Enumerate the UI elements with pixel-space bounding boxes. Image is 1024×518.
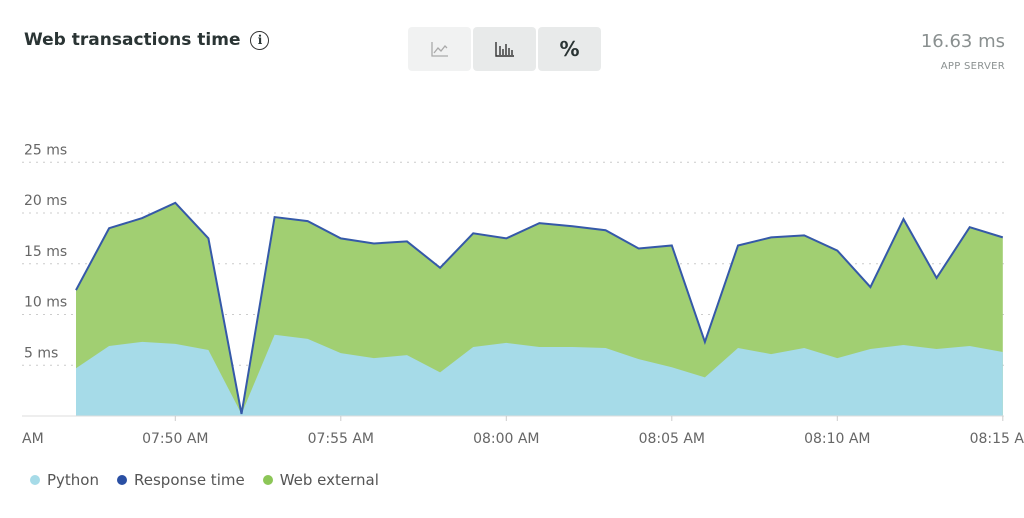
info-icon[interactable]: i	[250, 30, 270, 50]
legend-label: Python	[47, 471, 99, 489]
x-tick-label: AM	[22, 431, 44, 447]
legend-label: Web external	[279, 471, 379, 489]
x-tick-label: 07:50 AM	[142, 431, 208, 447]
y-tick-label: 5 ms	[24, 345, 58, 361]
y-tick-label: 10 ms	[24, 295, 67, 311]
legend-label: Response time	[134, 471, 245, 489]
stacked-area-chart: 25 ms 20 ms 15 ms 10 ms 5 ms AM 07:50 AM 07:55 …	[22, 142, 1024, 447]
summary-label: APP SERVER	[940, 61, 1005, 72]
title-text: Web transactions time	[24, 30, 241, 50]
summary-value: 16.63 ms	[920, 31, 1005, 52]
legend-item-response-time[interactable]: Response time	[117, 471, 245, 489]
python-dot-icon	[30, 475, 40, 485]
y-tick-label: 25 ms	[24, 142, 67, 158]
web-external-dot-icon	[262, 475, 273, 485]
bar-chart-icon	[494, 42, 514, 57]
chart-title: Web transactions time i	[24, 30, 270, 50]
response-time-dot-icon	[117, 475, 127, 485]
bar-chart-button[interactable]	[473, 27, 536, 71]
response-time-line	[75, 201, 1004, 415]
y-tick-label: 15 ms	[24, 244, 67, 260]
python-area	[76, 334, 1003, 416]
x-tick-label: 08:15 AM	[970, 431, 1024, 447]
legend-item-python[interactable]: Python	[30, 471, 99, 489]
y-tick-label: 20 ms	[24, 193, 67, 209]
legend: Python Response time Web external	[30, 471, 379, 489]
legend-item-web-external[interactable]: Web external	[262, 471, 379, 489]
x-tick-label: 08:05 AM	[639, 431, 705, 447]
area-chart-button[interactable]	[408, 27, 471, 71]
x-tick-label: 08:10 AM	[804, 431, 870, 447]
x-tick-label: 07:55 AM	[308, 431, 374, 447]
percent-button[interactable]: %	[538, 27, 601, 71]
chart-type-toggle: %	[408, 27, 601, 71]
area-chart-icon	[430, 42, 448, 57]
x-tick-label: 08:00 AM	[473, 431, 539, 447]
